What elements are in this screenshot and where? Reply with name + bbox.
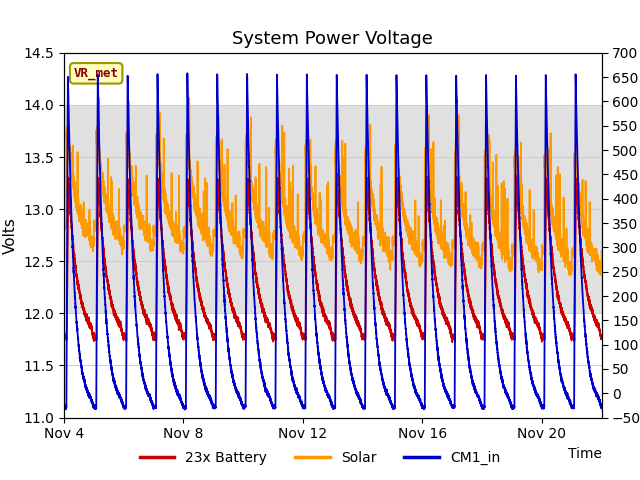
X-axis label: Time: Time (568, 447, 602, 461)
Bar (64, 105, 602, 313)
Title: System Power Voltage: System Power Voltage (232, 30, 433, 48)
Text: VR_met: VR_met (74, 67, 118, 80)
Y-axis label: Volts: Volts (3, 217, 18, 253)
Legend: 23x Battery, Solar, CM1_in: 23x Battery, Solar, CM1_in (134, 445, 506, 471)
